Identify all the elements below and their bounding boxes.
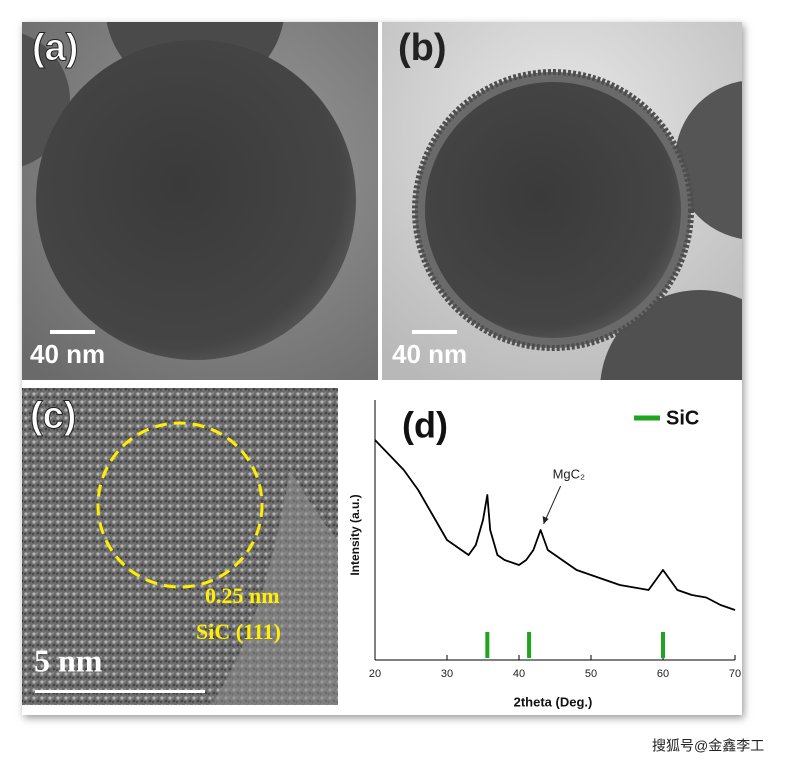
legend-label: SiC (666, 407, 699, 429)
x-tick-label: 70 (729, 668, 741, 680)
annotation-arrow (543, 485, 562, 525)
panel-label: (a) (32, 27, 78, 69)
scale-bar (35, 690, 205, 693)
x-tick-label: 20 (369, 668, 381, 680)
tem-image-a (22, 22, 378, 380)
annotation-arrowhead (542, 516, 549, 524)
scale-label: 40 nm (392, 339, 467, 369)
amorphous-region (210, 470, 338, 705)
panel-label: (b) (398, 27, 447, 69)
x-tick-label: 50 (585, 668, 597, 680)
panel-label: (c) (30, 395, 76, 437)
x-axis-title: 2theta (Deg.) (514, 694, 593, 709)
xrd-line (374, 439, 736, 611)
y-axis-title: Intensity (a.u.) (348, 494, 362, 575)
annotation: MgC₂ (553, 466, 586, 481)
scale-label: 40 nm (30, 339, 105, 369)
scale-label: 5 nm (34, 642, 103, 678)
x-tick-label: 30 (441, 668, 453, 680)
annotation: SiC (111) (196, 619, 281, 644)
scale-bar (50, 330, 95, 334)
panel-label: (d) (402, 405, 448, 446)
watermark: 搜狐号@金鑫李工 (652, 738, 764, 754)
annotation: 0.25 nm (205, 583, 280, 608)
lattice-circle (96, 421, 264, 589)
x-tick-label: 40 (513, 668, 525, 680)
scale-bar (412, 330, 457, 334)
x-tick-label: 60 (657, 668, 669, 680)
tem-image-b (382, 22, 742, 380)
